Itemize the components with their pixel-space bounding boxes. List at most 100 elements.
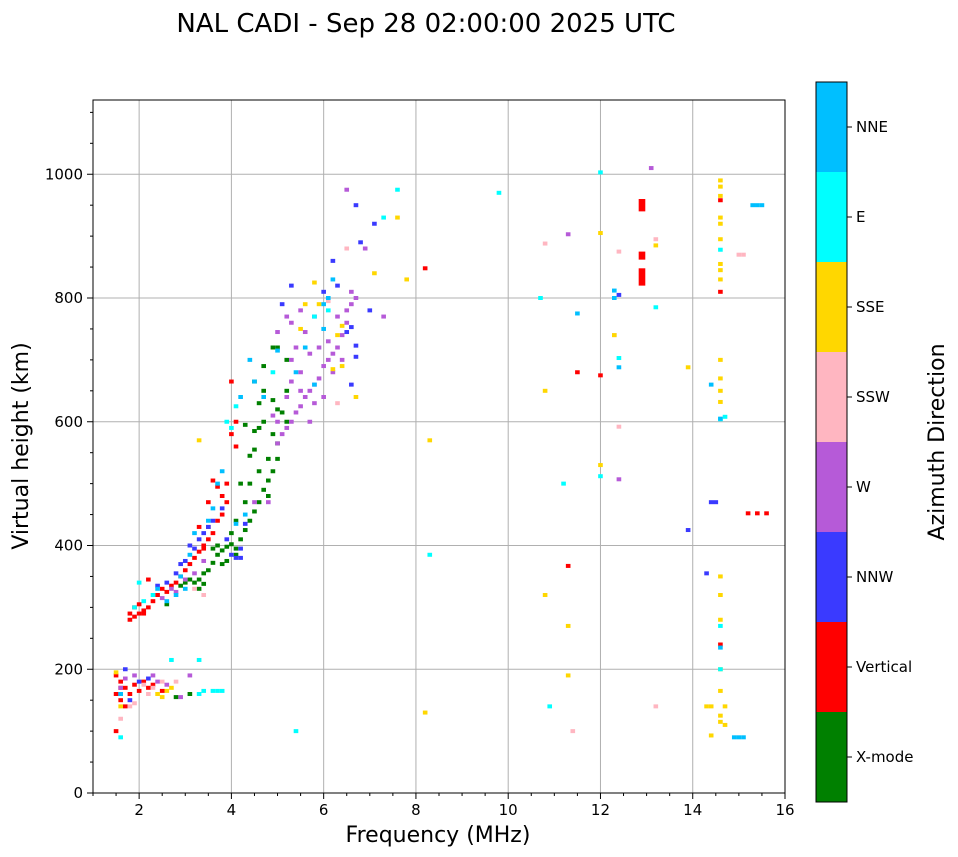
data-point xyxy=(284,425,290,430)
data-point xyxy=(718,237,723,242)
data-point xyxy=(206,568,211,573)
data-point xyxy=(173,593,179,597)
colorbar-swatch-x-mode xyxy=(816,712,847,802)
data-point xyxy=(275,345,280,350)
plot-points xyxy=(113,166,769,740)
data-point xyxy=(330,258,336,263)
data-point xyxy=(718,221,723,226)
data-point xyxy=(653,305,659,310)
data-point xyxy=(201,558,207,563)
data-point xyxy=(238,555,243,560)
data-point xyxy=(219,512,225,517)
data-point xyxy=(353,395,359,399)
data-point xyxy=(270,370,276,375)
data-point xyxy=(718,388,723,393)
data-point xyxy=(648,166,654,171)
data-point xyxy=(178,695,183,700)
data-point xyxy=(542,593,548,597)
data-point xyxy=(302,345,308,350)
data-point xyxy=(229,432,234,437)
data-point xyxy=(215,688,220,693)
data-point xyxy=(293,370,299,375)
data-point xyxy=(224,544,230,549)
data-point xyxy=(192,546,197,551)
colorbar-frame xyxy=(815,81,848,803)
data-point xyxy=(708,704,714,709)
data-point xyxy=(736,735,742,740)
series-nne xyxy=(118,203,765,740)
data-point xyxy=(266,494,271,498)
chart-title: NAL CADI - Sep 28 02:00:00 2025 UTC xyxy=(176,9,675,39)
x-tick-label: 6 xyxy=(319,801,329,819)
colorbar-swatch-e xyxy=(816,172,847,262)
colorbar-tick-label: X-mode xyxy=(856,748,913,766)
data-point xyxy=(344,308,350,313)
data-point xyxy=(242,528,248,533)
data-point xyxy=(164,682,170,687)
data-point xyxy=(330,277,336,282)
data-point xyxy=(233,555,239,560)
data-point xyxy=(565,623,571,628)
data-point xyxy=(233,444,239,449)
data-point xyxy=(381,314,386,319)
data-point xyxy=(178,574,183,579)
data-point xyxy=(293,345,299,350)
data-point xyxy=(270,345,276,350)
data-point xyxy=(215,543,220,548)
data-point xyxy=(192,555,197,560)
data-point xyxy=(256,500,262,505)
data-point xyxy=(192,580,197,585)
series-sse xyxy=(113,178,728,738)
data-point xyxy=(215,481,220,486)
data-point xyxy=(118,698,123,703)
data-point xyxy=(132,682,137,687)
data-point xyxy=(718,261,723,266)
data-point xyxy=(321,326,326,331)
data-point xyxy=(233,404,239,409)
data-point xyxy=(247,481,253,486)
data-point xyxy=(127,698,133,703)
data-point xyxy=(173,571,179,576)
data-point xyxy=(759,203,765,208)
data-point xyxy=(266,456,271,461)
data-point xyxy=(344,246,350,251)
data-point xyxy=(122,667,128,672)
data-point xyxy=(302,302,308,307)
data-point xyxy=(275,419,280,424)
data-point xyxy=(616,477,622,482)
data-point xyxy=(261,419,266,424)
data-point xyxy=(252,447,257,452)
data-point xyxy=(210,506,216,511)
data-point xyxy=(570,729,576,734)
data-point xyxy=(339,357,345,362)
data-point xyxy=(718,574,723,579)
data-point xyxy=(339,364,345,369)
data-point xyxy=(266,500,271,505)
data-point xyxy=(708,382,714,387)
data-point xyxy=(367,308,373,313)
data-point xyxy=(132,673,137,678)
data-point xyxy=(201,593,207,597)
data-point xyxy=(113,692,119,696)
data-point xyxy=(302,330,308,335)
data-point xyxy=(242,422,248,427)
data-point xyxy=(598,231,603,236)
data-point xyxy=(275,407,280,412)
data-point xyxy=(736,252,742,257)
data-point xyxy=(404,277,410,282)
data-point xyxy=(247,518,253,523)
data-point xyxy=(127,617,133,622)
data-point xyxy=(132,701,137,706)
data-block xyxy=(638,199,646,212)
data-point xyxy=(718,617,723,622)
data-point xyxy=(173,589,179,594)
data-point xyxy=(233,521,239,526)
data-point xyxy=(219,506,225,511)
data-point xyxy=(302,395,308,399)
data-point xyxy=(118,679,123,684)
data-point xyxy=(298,308,303,313)
colorbar-tick-label: NNE xyxy=(856,118,888,136)
data-point xyxy=(349,302,354,307)
data-point xyxy=(353,296,359,300)
colorbar-swatch-vertical xyxy=(816,622,847,712)
